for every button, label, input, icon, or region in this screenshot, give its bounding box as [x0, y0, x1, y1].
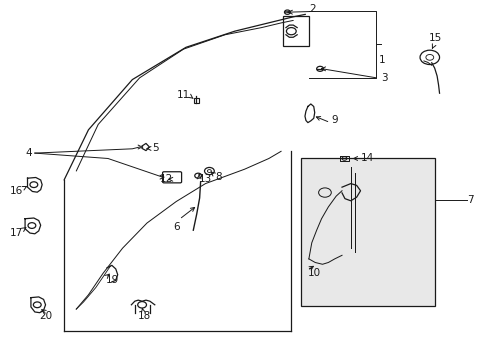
- Text: 5: 5: [152, 143, 158, 153]
- Text: 19: 19: [105, 275, 119, 285]
- Bar: [300, 158, 434, 306]
- Bar: [193, 98, 198, 103]
- Bar: [282, 16, 309, 46]
- Text: 15: 15: [428, 33, 441, 43]
- Text: 3: 3: [380, 73, 387, 83]
- Text: 7: 7: [467, 195, 473, 205]
- Text: 17: 17: [10, 228, 23, 238]
- Text: 13: 13: [199, 174, 212, 184]
- Text: 9: 9: [330, 115, 337, 125]
- Text: 11: 11: [176, 90, 189, 100]
- Text: 16: 16: [10, 186, 23, 197]
- Text: 4: 4: [26, 148, 32, 158]
- Text: 10: 10: [307, 267, 320, 278]
- Text: 1: 1: [378, 55, 385, 65]
- Text: 18: 18: [138, 311, 151, 320]
- Text: 12: 12: [159, 174, 172, 184]
- Text: 6: 6: [173, 222, 179, 231]
- Text: 20: 20: [39, 311, 52, 320]
- Text: 2: 2: [309, 4, 315, 14]
- Text: 14: 14: [360, 153, 373, 163]
- Text: 8: 8: [215, 172, 222, 182]
